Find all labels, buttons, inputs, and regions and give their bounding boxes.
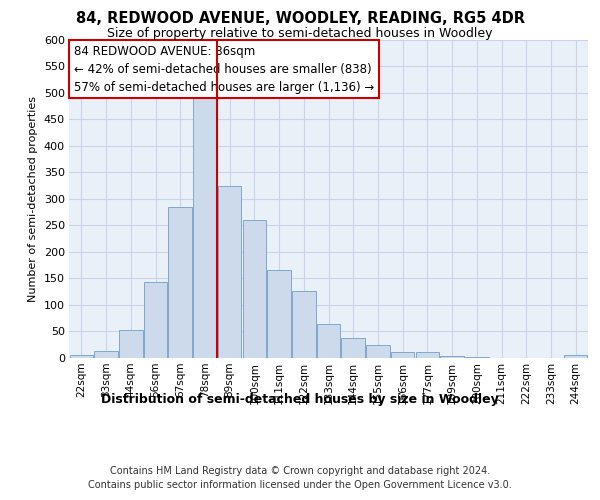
Text: Distribution of semi-detached houses by size in Woodley: Distribution of semi-detached houses by … [101,392,499,406]
Bar [70,355,93,358]
Bar [292,291,316,358]
Bar [391,352,415,358]
Text: Contains public sector information licensed under the Open Government Licence v3: Contains public sector information licen… [88,480,512,490]
Bar [119,330,143,357]
Bar [169,206,192,358]
Bar [341,338,365,357]
Y-axis label: Number of semi-detached properties: Number of semi-detached properties [28,96,38,302]
Text: 84 REDWOOD AVENUE: 86sqm
← 42% of semi-detached houses are smaller (838)
57% of : 84 REDWOOD AVENUE: 86sqm ← 42% of semi-d… [74,45,374,94]
Bar [366,345,389,358]
Bar [465,357,488,358]
Bar [193,98,217,357]
Bar [440,356,464,358]
Text: Size of property relative to semi-detached houses in Woodley: Size of property relative to semi-detach… [107,28,493,40]
Bar [564,356,587,358]
Bar [94,351,118,358]
Bar [268,270,291,358]
Bar [317,324,340,358]
Bar [144,282,167,358]
Text: 84, REDWOOD AVENUE, WOODLEY, READING, RG5 4DR: 84, REDWOOD AVENUE, WOODLEY, READING, RG… [76,11,524,26]
Bar [218,186,241,358]
Text: Contains HM Land Registry data © Crown copyright and database right 2024.: Contains HM Land Registry data © Crown c… [110,466,490,476]
Bar [416,352,439,358]
Bar [242,220,266,358]
